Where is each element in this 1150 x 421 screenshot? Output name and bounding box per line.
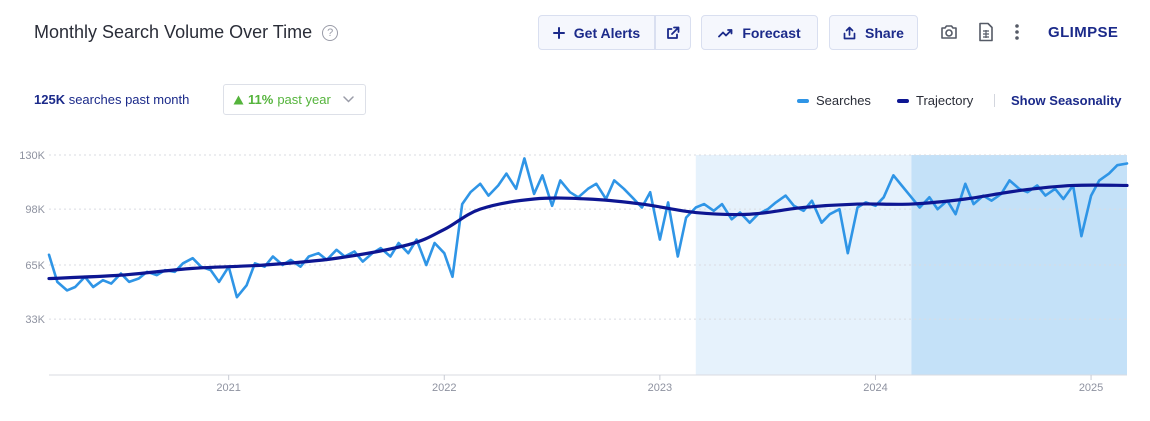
get-alerts-label: Get Alerts — [573, 24, 641, 41]
x-tick-label: 2023 — [648, 382, 672, 394]
trajectory-swatch — [897, 98, 909, 103]
growth-value: 11% — [248, 92, 274, 107]
growth-dropdown[interactable]: 11% past year — [223, 84, 366, 115]
legend-searches-label: Searches — [816, 93, 871, 108]
x-tick-label: 2021 — [216, 382, 240, 394]
y-tick-label: 130K — [19, 150, 45, 162]
searches-value: 125K — [34, 92, 66, 107]
x-tick-label: 2025 — [1079, 382, 1103, 394]
trajectory-line — [47, 183, 1129, 281]
y-tick-label: 98K — [25, 204, 45, 216]
page-title: Monthly Search Volume Over Time — [34, 22, 313, 42]
share-label: Share — [865, 24, 904, 41]
chevron-down-icon — [343, 96, 354, 103]
legend-searches[interactable]: Searches — [797, 93, 871, 108]
chart-title-row: Monthly Search Volume Over Time ? — [34, 22, 339, 43]
y-tick-label: 65K — [25, 260, 45, 272]
more-options-icon[interactable] — [1011, 22, 1023, 42]
external-link-icon — [667, 26, 680, 39]
share-icon — [843, 26, 856, 39]
trend-up-icon — [718, 28, 733, 37]
legend-trajectory-label: Trajectory — [916, 93, 974, 108]
camera-icon[interactable] — [939, 22, 959, 42]
searches-text: searches past month — [68, 92, 190, 107]
help-icon[interactable]: ? — [322, 24, 339, 41]
forecast-label: Forecast — [742, 24, 801, 41]
get-alerts-button[interactable]: Get Alerts — [538, 15, 655, 50]
plus-icon — [552, 26, 565, 39]
x-tick-label: 2024 — [863, 382, 887, 394]
legend-trajectory[interactable]: Trajectory — [897, 93, 973, 108]
open-external-button[interactable] — [655, 15, 691, 50]
search-volume-chart: 33K 65K 98K 130K 2021 2022 2023 2024 2025 — [19, 150, 1129, 394]
csv-file-icon[interactable] — [977, 22, 995, 42]
legend-divider — [994, 94, 995, 107]
forecast-button[interactable]: Forecast — [701, 15, 818, 50]
searches-swatch — [797, 98, 809, 103]
x-tick-label: 2022 — [432, 382, 456, 394]
y-tick-label: 33K — [25, 314, 45, 326]
glimpse-logo: GLIMPSE — [1048, 24, 1119, 41]
growth-text: past year — [277, 92, 331, 107]
triangle-up-icon — [233, 95, 244, 104]
show-seasonality-button[interactable]: Show Seasonality — [1011, 93, 1122, 108]
share-button[interactable]: Share — [829, 15, 918, 50]
searches-past-month: 125K searches past month — [34, 92, 189, 107]
